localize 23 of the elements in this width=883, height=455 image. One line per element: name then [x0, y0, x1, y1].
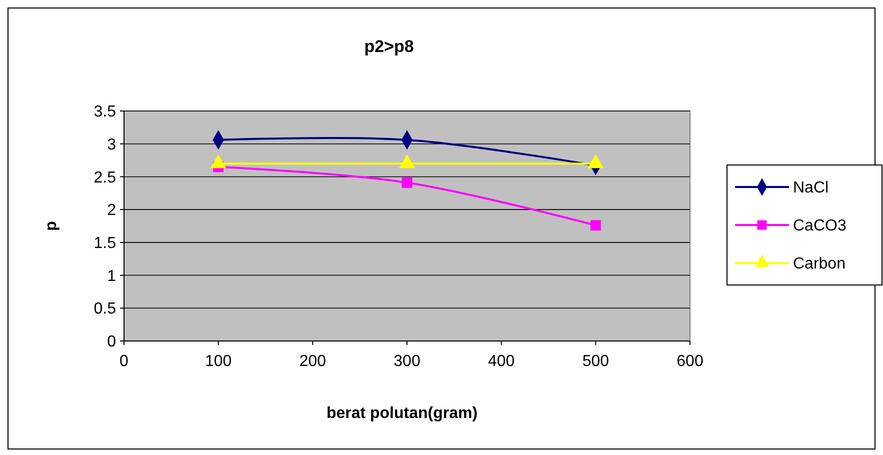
legend-label: NaCl — [793, 180, 829, 197]
y-tick-label: 1 — [107, 268, 116, 285]
y-tick-label: 3 — [107, 136, 116, 154]
x-tick-label: 400 — [488, 353, 515, 370]
point — [402, 177, 412, 188]
y-axis-title: p — [43, 220, 60, 231]
point — [590, 220, 601, 231]
x-tick-label: 600 — [676, 353, 704, 370]
y-tick-label: 3.5 — [94, 104, 116, 121]
y-tick-label: 1.5 — [94, 235, 116, 252]
y-tick-label: 0.5 — [94, 300, 116, 318]
chart-title: p2>p8 — [364, 37, 414, 56]
x-tick-label: 300 — [394, 353, 420, 370]
x-axis-title: berat polutan(gram) — [326, 405, 478, 422]
legend-label: CaCO3 — [793, 218, 846, 235]
x-tick-label: 500 — [582, 353, 610, 370]
y-tick-label: 0 — [107, 334, 116, 351]
x-tick-label: 200 — [299, 353, 326, 370]
legend-label: Carbon — [793, 256, 846, 273]
x-tick-label: 0 — [120, 353, 129, 370]
y-tick-label: 2.5 — [94, 169, 116, 186]
x-tick-label: 100 — [204, 353, 232, 370]
y-tick-label: 2 — [107, 202, 116, 220]
